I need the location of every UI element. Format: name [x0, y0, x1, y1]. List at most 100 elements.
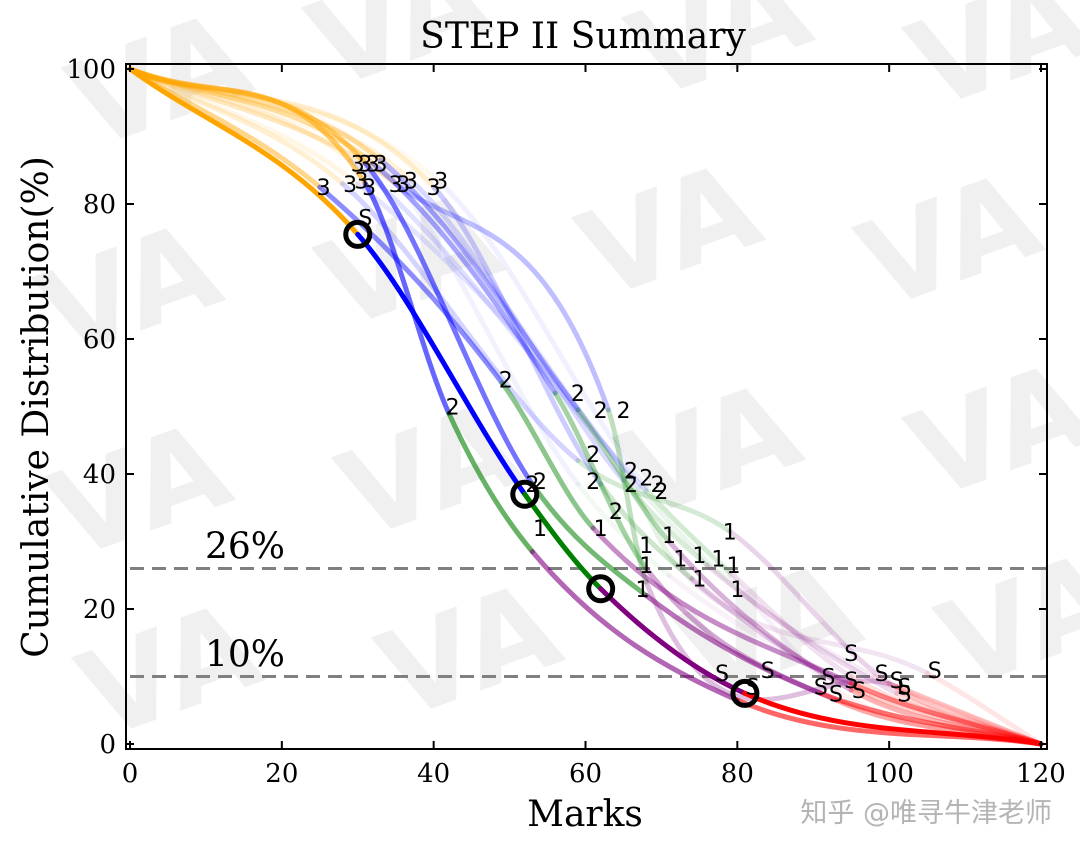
curve-segment: [378, 157, 581, 413]
axis-ticks: 0 20 40 60 80 100 120 0 20 40 60 80 100: [66, 55, 1065, 789]
grade-label: 3: [362, 176, 376, 201]
curve-segment: [727, 528, 892, 686]
grade-label: 1: [723, 520, 737, 545]
curve-segment: [643, 593, 824, 696]
grade-label: S: [844, 642, 858, 667]
curve-segment: [894, 684, 1044, 747]
curve-segment: [438, 181, 649, 490]
x-axis-label: Marks: [527, 794, 643, 835]
highlight-circles: [343, 219, 760, 708]
curve-segment: [317, 184, 505, 386]
grade-label: 1: [533, 517, 547, 542]
watermark-text: VA: [562, 136, 777, 327]
grade-boundary-marker: [730, 678, 760, 708]
grade-label: 1: [727, 554, 741, 579]
grade-label: 3: [317, 176, 331, 201]
grade-label: 2: [499, 369, 513, 394]
grade-boundary-marker: [586, 574, 616, 604]
x-tick-label: 20: [265, 759, 298, 789]
grade-label: 2: [586, 443, 600, 468]
curves: [127, 66, 1044, 747]
curve-segment: [393, 181, 611, 413]
curve-segment: [643, 485, 733, 578]
grade-label: 3: [389, 173, 403, 198]
grade-label: S: [890, 669, 904, 694]
grade-label: 2: [446, 396, 460, 421]
y-tick-label: 80: [83, 190, 116, 220]
curve-segment: [620, 468, 680, 568]
watermark-text: VA: [892, 336, 1080, 527]
reference-line-label: 10%: [205, 635, 285, 676]
curve-segment: [674, 562, 930, 676]
curve-segment: [127, 66, 361, 237]
curve-segment: [499, 380, 596, 531]
grade-boundary-marker: [343, 219, 373, 249]
curve-segment: [848, 674, 1044, 747]
grade-label: S: [928, 659, 942, 684]
x-tick-label: 40: [417, 759, 450, 789]
grade-label: S: [814, 676, 828, 701]
grade-label: 1: [673, 547, 687, 572]
curve-segment: [340, 181, 581, 463]
curve-segment: [529, 481, 649, 598]
curve-segment: [727, 572, 839, 693]
watermark-text: VA: [922, 526, 1080, 717]
grade-label: S: [897, 682, 911, 707]
grade-label: 2: [594, 399, 608, 424]
curve-segment: [605, 407, 649, 585]
curve-segment: [355, 231, 528, 497]
grade-label: 3: [343, 173, 357, 198]
grade-label: S: [761, 659, 775, 684]
curve-segment: [666, 572, 847, 683]
curve-segment: [446, 410, 535, 555]
grade-label: 3: [374, 153, 388, 178]
watermark-text: VA: [892, 0, 1080, 137]
curve-segment: [689, 576, 854, 690]
y-tick-label: 0: [99, 730, 116, 760]
grade-label: 1: [692, 568, 706, 593]
curve-segment: [127, 66, 346, 187]
curve-segment: [886, 680, 1044, 747]
curve-segment: [598, 481, 695, 582]
grade-boundary-marker: [510, 479, 540, 509]
curve-segment: [636, 485, 740, 592]
grade-label: 3: [351, 153, 365, 178]
x-tick-label: 80: [721, 759, 754, 789]
grade-label: 3: [404, 169, 418, 194]
grade-label: S: [829, 682, 843, 707]
curve-segment: [362, 181, 452, 416]
grade-label: S: [875, 662, 889, 687]
x-tick-label: 100: [864, 759, 914, 789]
y-tick-label: 40: [83, 460, 116, 490]
grade-label: 2: [571, 382, 585, 407]
watermark-text: VA: [362, 556, 577, 747]
watermark-text: VA: [842, 146, 1057, 337]
reference-line-label: 26%: [205, 527, 285, 568]
curve-segment: [924, 670, 1044, 747]
y-tick-label: 100: [66, 55, 116, 85]
grade-label: S: [844, 669, 858, 694]
curve-segment: [734, 586, 877, 679]
curve-segment: [370, 161, 558, 396]
grade-label: S: [715, 662, 729, 687]
watermark-text: VA: [322, 376, 537, 567]
grade-label: 2: [624, 473, 638, 498]
x-tick-label: 0: [122, 759, 139, 789]
curve-segment: [590, 525, 854, 686]
curve-segment: [871, 674, 1044, 747]
curve-segment: [598, 586, 748, 696]
curve-segment: [727, 569, 854, 679]
grade-label: 2: [639, 466, 653, 491]
curve-segment: [643, 488, 733, 575]
curve-segment: [575, 481, 672, 578]
x-tick-label: 60: [569, 759, 602, 789]
grade-label: 1: [639, 534, 653, 559]
grade-label: S: [897, 676, 911, 701]
x-tick-label: 120: [1016, 759, 1066, 789]
grade-label: 1: [639, 554, 653, 579]
watermark-credit: 知乎 @唯寻牛津老师: [800, 798, 1052, 829]
curve-segment: [362, 161, 535, 487]
curve-segment: [575, 458, 733, 534]
